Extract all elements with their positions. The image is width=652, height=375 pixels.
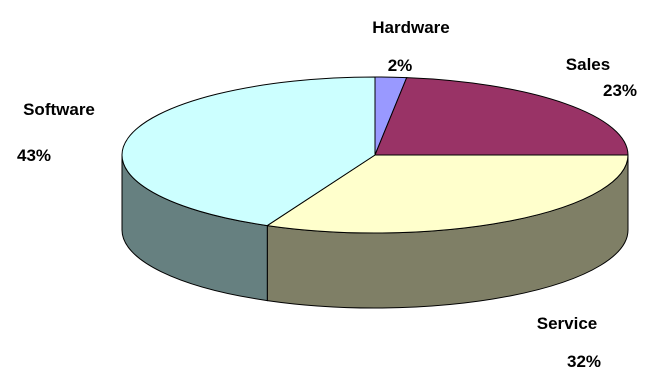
slice-label-service: Service [537, 314, 598, 333]
pie-slice-sales [374, 77, 629, 156]
slice-value-sales: 23% [603, 81, 637, 100]
pie-slice-software [121, 76, 376, 227]
pie-top [121, 76, 629, 234]
pie-slice-service [265, 154, 629, 234]
slice-value-software: 43% [17, 146, 51, 165]
slice-value-service: 32% [567, 352, 601, 370]
slice-label-hardware: Hardware [372, 18, 449, 37]
slice-value-hardware: 2% [388, 56, 413, 75]
slice-label-software: Software [23, 100, 95, 119]
slice-label-sales: Sales [566, 55, 610, 74]
